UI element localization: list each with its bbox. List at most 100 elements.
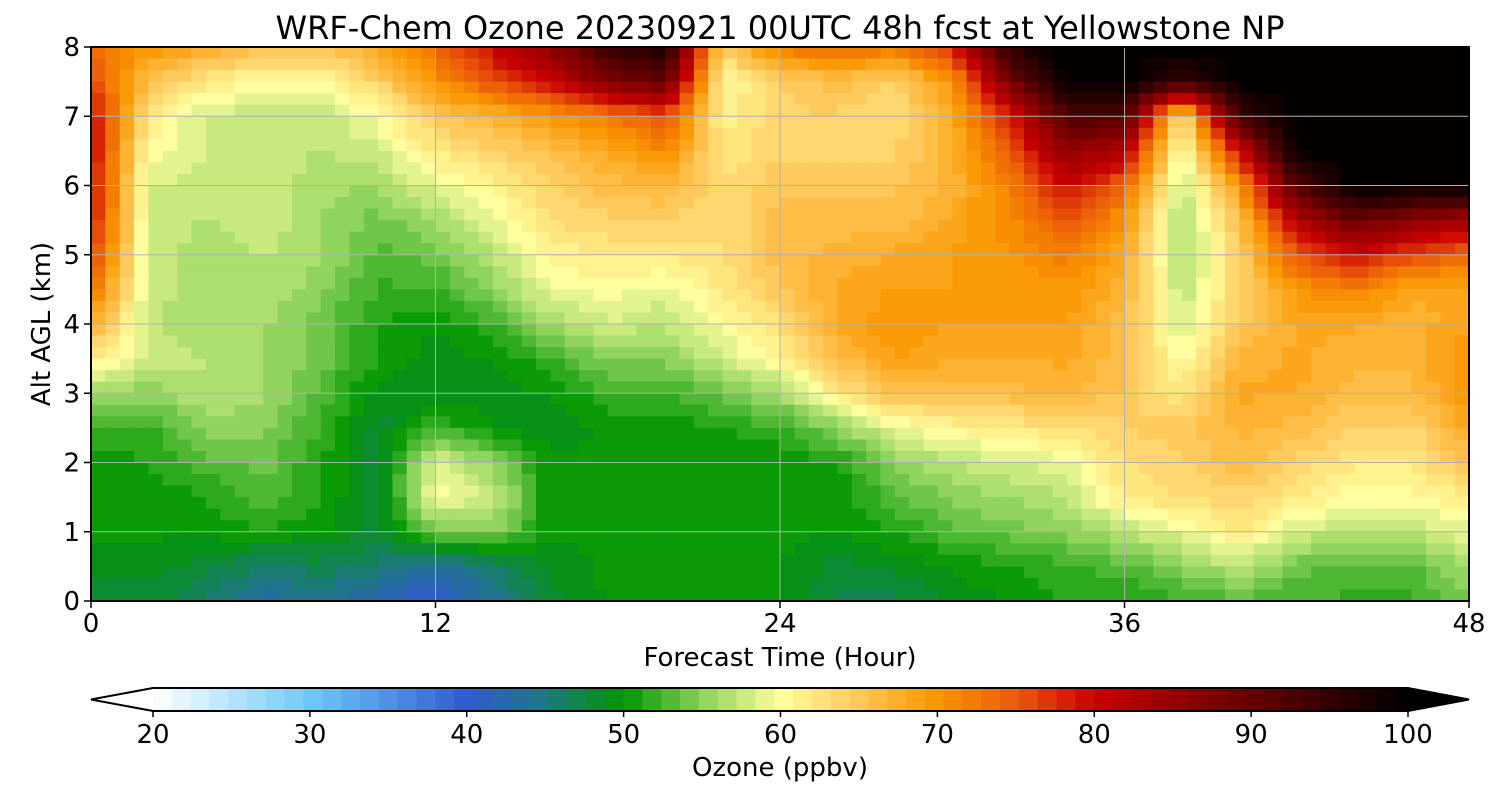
ozone-cell xyxy=(966,370,982,383)
ozone-cell xyxy=(650,162,666,175)
ozone-cell xyxy=(248,543,264,556)
ozone-cell xyxy=(119,266,135,279)
ozone-cell xyxy=(923,220,939,233)
ozone-cell xyxy=(492,566,508,579)
ozone-cell xyxy=(306,589,322,601)
ozone-cell xyxy=(1038,370,1054,383)
ozone-cell xyxy=(1081,393,1097,406)
ozone-cell xyxy=(263,358,279,371)
ozone-cell xyxy=(464,531,480,544)
ozone-cell xyxy=(937,335,953,348)
ozone-cell xyxy=(966,589,982,601)
ozone-cell xyxy=(607,474,623,487)
ozone-cell xyxy=(248,243,264,256)
ozone-cell xyxy=(1067,474,1083,487)
ozone-cell xyxy=(736,254,752,267)
ozone-cell xyxy=(1224,577,1240,591)
ozone-cell xyxy=(952,531,968,544)
ozone-cell xyxy=(851,47,867,60)
ozone-cell xyxy=(1339,139,1355,152)
ozone-cell xyxy=(1268,404,1283,417)
ozone-cell xyxy=(1167,497,1183,510)
ozone-cell xyxy=(220,266,236,279)
ozone-cell xyxy=(693,520,709,533)
ozone-cell xyxy=(535,439,551,452)
ozone-cell xyxy=(1440,197,1456,210)
ozone-cell xyxy=(1268,485,1283,498)
ozone-cell xyxy=(866,450,882,464)
ozone-cell xyxy=(909,347,925,360)
ozone-cell xyxy=(320,277,336,290)
ozone-cell xyxy=(765,358,781,371)
ozone-cell xyxy=(162,70,178,83)
ozone-cell xyxy=(1325,462,1341,475)
ozone-cell xyxy=(650,370,666,383)
colorbar-segment xyxy=(1207,688,1227,711)
ozone-cell xyxy=(780,404,795,417)
ozone-cell xyxy=(1124,508,1140,521)
ozone-cell xyxy=(449,485,465,498)
ozone-cell xyxy=(220,277,236,290)
ozone-cell xyxy=(148,173,164,187)
ozone-cell xyxy=(765,300,781,314)
ozone-cell xyxy=(1110,370,1126,383)
ozone-cell xyxy=(363,531,379,544)
ozone-cell xyxy=(449,335,465,348)
ozone-cell xyxy=(564,243,580,256)
ozone-cell xyxy=(665,370,681,383)
ozone-cell xyxy=(722,116,738,129)
ozone-cell xyxy=(406,220,422,233)
ozone-cell xyxy=(349,324,365,337)
ozone-cell xyxy=(349,127,365,140)
ozone-cell xyxy=(1382,347,1398,360)
ozone-cell xyxy=(980,220,996,233)
ozone-cell xyxy=(1095,277,1111,290)
ozone-cell xyxy=(866,312,882,325)
ozone-cell xyxy=(464,508,480,521)
ozone-cell xyxy=(794,197,810,210)
ozone-cell xyxy=(535,173,551,187)
ozone-cell xyxy=(1110,589,1126,601)
ozone-cell xyxy=(966,450,982,464)
ozone-cell xyxy=(535,370,551,383)
ozone-cell xyxy=(564,508,580,521)
ozone-cell xyxy=(1067,197,1083,210)
ozone-cell xyxy=(91,577,106,591)
ozone-cell xyxy=(880,162,896,175)
ozone-cell xyxy=(205,358,221,371)
ozone-cell xyxy=(909,150,925,164)
ozone-cell xyxy=(851,381,867,394)
ozone-cell xyxy=(478,116,494,129)
ozone-cell xyxy=(765,439,781,452)
ozone-cell xyxy=(220,381,236,394)
ozone-cell xyxy=(277,127,293,140)
ozone-cell xyxy=(1440,393,1456,406)
ozone-cell xyxy=(679,577,695,591)
ozone-cell xyxy=(550,231,566,244)
ozone-cell xyxy=(306,324,322,337)
ozone-cell xyxy=(1382,520,1398,533)
ozone-cell xyxy=(392,531,408,544)
ozone-cell xyxy=(148,197,164,210)
ozone-cell xyxy=(535,58,551,71)
ozone-cell xyxy=(708,370,724,383)
ozone-cell xyxy=(952,116,968,129)
ozone-cell xyxy=(1411,58,1427,71)
ozone-cell xyxy=(722,485,738,498)
ozone-cell xyxy=(1282,266,1298,279)
ozone-cell xyxy=(837,185,853,198)
ozone-cell xyxy=(1038,104,1054,117)
ozone-cell xyxy=(1110,116,1126,129)
ozone-cell xyxy=(1311,58,1327,71)
ozone-cell xyxy=(579,220,594,233)
ozone-cell xyxy=(177,58,193,71)
ozone-cell xyxy=(708,543,724,556)
ozone-cell xyxy=(363,70,379,83)
ozone-cell xyxy=(1440,347,1456,360)
ozone-cell xyxy=(392,150,408,164)
ozone-cell xyxy=(1268,185,1283,198)
ozone-cell xyxy=(1411,162,1427,175)
ozone-cell xyxy=(1354,358,1370,371)
ozone-cell xyxy=(894,566,910,579)
ozone-cell xyxy=(1210,324,1226,337)
